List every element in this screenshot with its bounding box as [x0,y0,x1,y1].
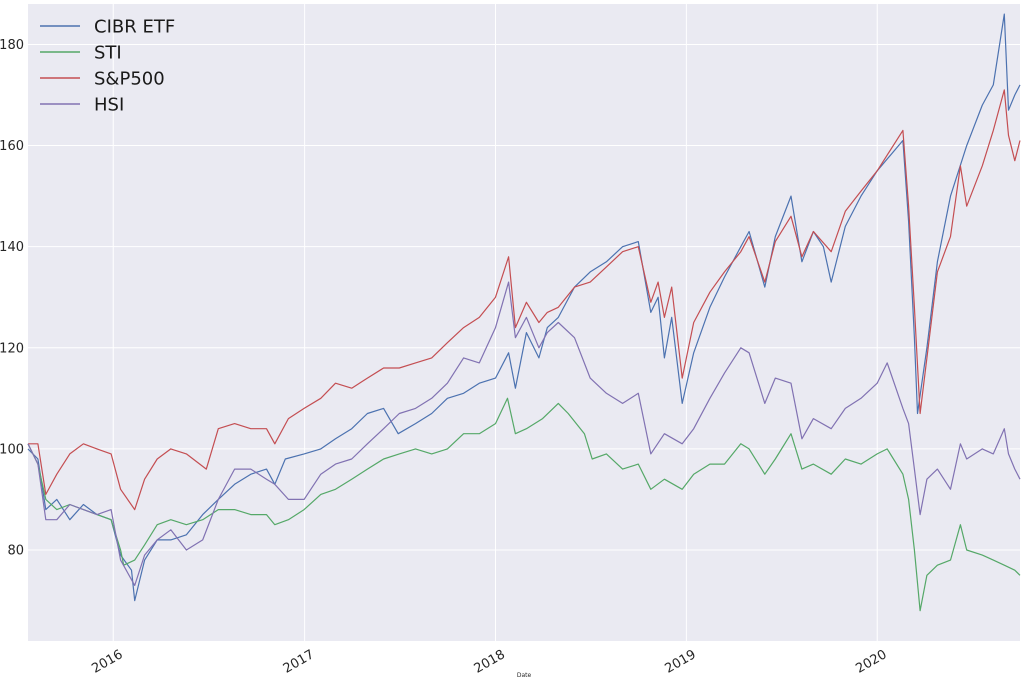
x-tick-label: 2020 [853,647,889,677]
series-line-2 [28,89,1021,511]
legend-label: S&P500 [94,69,165,90]
y-tick-label: 80 [7,544,24,559]
x-tick-label: 2017 [281,647,317,677]
y-tick-label: 180 [0,38,24,53]
x-tick-label: 2019 [663,647,699,677]
y-axis-ticks: 80 100 120 140 160 180 [0,38,24,559]
x-tick-label: 2016 [89,647,125,677]
y-tick-label: 160 [0,139,24,154]
series-line-0 [27,13,1021,602]
y-tick-label: 140 [0,240,24,255]
x-tick-label: 2018 [472,647,508,677]
legend-label: HSI [94,95,124,116]
series-line-1 [27,397,1021,612]
x-axis-ticks: 2016 2017 2018 2019 2020 [89,647,889,677]
y-tick-label: 120 [0,341,24,356]
y-tick-label: 100 [0,442,24,457]
legend-label: STI [94,43,122,64]
x-axis-title: Date [517,672,532,679]
series-line-3 [27,281,1021,587]
legend: CIBR ETF STI S&P500 HSI [40,17,175,116]
legend-label: CIBR ETF [94,17,175,38]
series-lines [27,13,1021,612]
